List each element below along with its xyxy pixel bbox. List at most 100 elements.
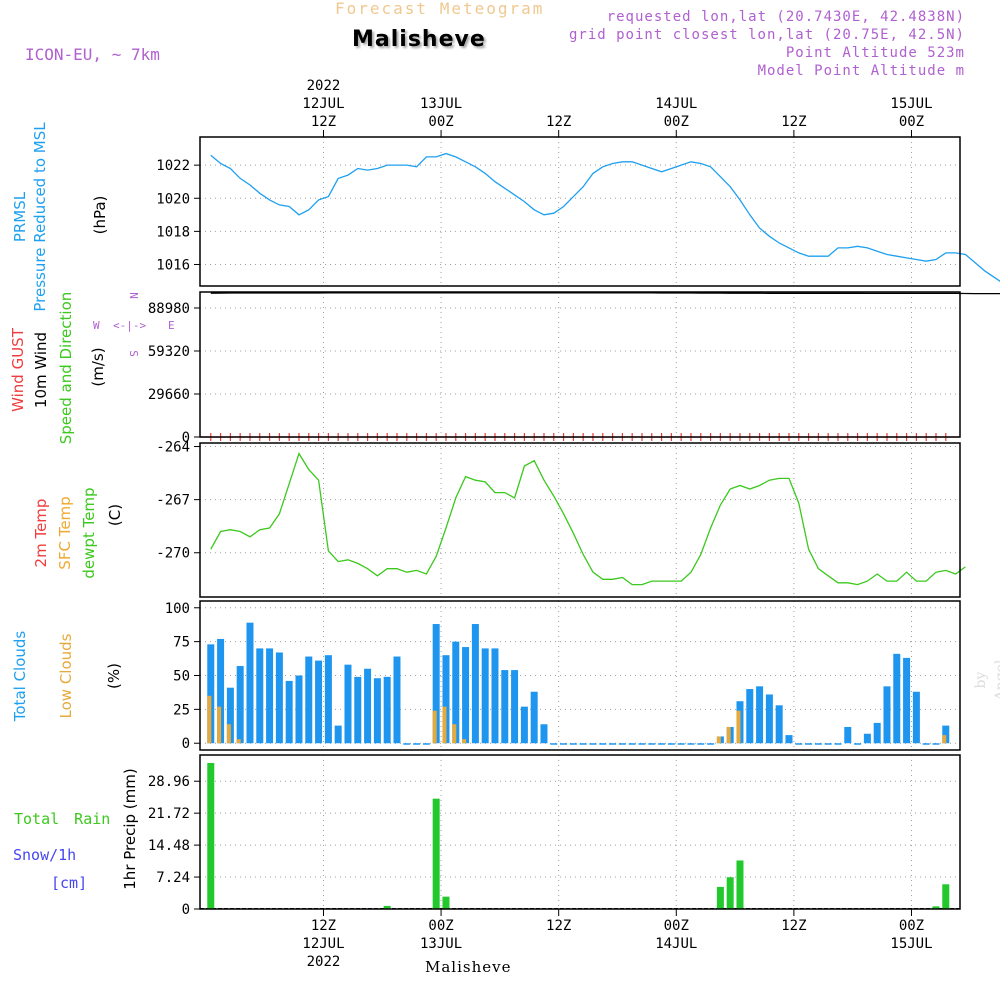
rain-bar	[726, 877, 734, 909]
snow-unit: [cm]	[51, 874, 88, 892]
total-cloud-bar	[873, 722, 881, 744]
total-cloud-bar	[569, 743, 577, 745]
y-tick-label: 0	[182, 902, 190, 918]
rain-bar	[207, 762, 215, 909]
total-cloud-bar	[491, 648, 499, 744]
compass-west: W	[93, 319, 100, 332]
y-tick-label: 75	[173, 635, 190, 651]
y-tick-label: -270	[156, 546, 190, 562]
total-cloud-bar	[648, 743, 656, 745]
time-label: 00Z	[899, 114, 924, 130]
temperature-panel: -270 -267 -264	[156, 440, 966, 598]
y-tick-label: 25	[173, 702, 190, 718]
requested-coords: requested lon,lat (20.7430E, 42.4838N)	[606, 9, 965, 25]
time-label: 12Z	[781, 114, 806, 130]
total-cloud-bar	[707, 743, 715, 745]
total-cloud-bar	[824, 743, 832, 745]
total-cloud-bar	[883, 686, 891, 744]
total-cloud-bar	[756, 686, 764, 744]
bottom-location: Malisheve	[425, 958, 512, 976]
low-cloud-bar	[442, 706, 447, 744]
total-cloud-bar	[324, 655, 332, 744]
total-cloud-bar	[383, 676, 391, 744]
total-cloud-bar	[785, 735, 793, 744]
total-cloud-bar	[315, 660, 323, 744]
clouds-panel: 0 25 50 75 100	[165, 600, 961, 752]
y-tick-label: 29660	[148, 387, 190, 403]
low-cloud-bar	[226, 724, 231, 744]
total-cloud-bar	[599, 743, 607, 745]
series-line-10m-wind	[210, 292, 1000, 295]
low-cloud-bar	[432, 710, 437, 744]
grid-point-coords: grid point closest lon,lat (20.75E, 42.5…	[568, 27, 965, 43]
total-cloud-bar	[667, 743, 675, 745]
y-tick-label: 7.24	[156, 870, 190, 886]
panel-frame	[199, 291, 961, 438]
rain-bar	[432, 798, 440, 909]
total-cloud-bar	[765, 694, 773, 744]
time-label: 14JUL	[655, 96, 697, 112]
y-tick-label: -264	[156, 440, 190, 456]
model-point-altitude: Model Point Altitude m	[757, 63, 965, 79]
y-tick-label: 0	[182, 736, 190, 752]
total-cloud-bar	[922, 743, 930, 745]
wind-panel: 0 29660 59320 88980	[148, 291, 1000, 446]
time-label: 00Z	[428, 114, 453, 130]
compass-east: E	[168, 319, 175, 332]
time-label: 00Z	[899, 918, 924, 934]
total-cloud-bar	[550, 743, 558, 745]
time-label: 12JUL	[302, 96, 344, 112]
total-cloud-bar	[403, 743, 411, 745]
total-cloud-bar	[805, 743, 813, 745]
low-cloud-bar	[207, 695, 212, 744]
total-cloud-bar	[540, 724, 548, 744]
rain-bar	[383, 905, 391, 909]
time-label: 00Z	[428, 918, 453, 934]
total-cloud-bar	[903, 657, 911, 744]
total-cloud-bar	[589, 743, 597, 745]
low-cloud-bar	[942, 735, 947, 744]
time-axis-top: 2022 12JUL 12Z 13JUL 00Z 12Z 14JUL 00Z 12Z 15JUL 0…	[302, 78, 933, 137]
total-cloud-bar	[452, 641, 460, 744]
low-cloud-bar	[462, 739, 467, 744]
series-line-prmsl	[210, 152, 1000, 282]
y-tick-label: 1016	[156, 257, 190, 273]
total-cloud-bar	[501, 670, 509, 744]
panel-frame	[199, 136, 961, 287]
total-cloud-bar	[677, 743, 685, 745]
total-cloud-bar	[481, 648, 489, 744]
y-tick-label: 100	[165, 601, 190, 617]
total-cloud-bar	[697, 743, 705, 745]
total-cloud-bar	[628, 743, 636, 745]
total-cloud-bar	[942, 725, 950, 744]
y-tick-label: 1018	[156, 224, 190, 240]
total-cloud-bar	[795, 743, 803, 745]
total-rain-legend: Total Rain	[14, 810, 111, 828]
low-cloud-bar	[726, 726, 731, 744]
total-cloud-bar	[217, 638, 225, 744]
total-cloud-bar	[609, 743, 617, 745]
y-tick-label: 1020	[156, 191, 190, 207]
compass-arrows: <-|->	[113, 319, 147, 332]
time-label: 12Z	[546, 114, 571, 130]
total-cloud-bar	[334, 725, 342, 744]
total-cloud-bar	[638, 743, 646, 745]
time-label: 2022	[307, 954, 341, 970]
location-title: Malisheve	[352, 27, 486, 52]
time-label: 00Z	[664, 918, 689, 934]
total-cloud-bar	[844, 726, 852, 744]
rain-bar	[932, 906, 940, 909]
y-tick-label: 1022	[156, 158, 190, 174]
panel-frame	[199, 754, 961, 910]
model-name: ICON-EU, ~ 7km	[25, 45, 160, 64]
time-label: 13JUL	[420, 96, 462, 112]
total-cloud-bar	[912, 691, 920, 744]
total-cloud-bar	[834, 743, 842, 745]
total-cloud-bar	[295, 675, 303, 744]
time-label: 00Z	[664, 114, 689, 130]
total-cloud-bar	[364, 668, 372, 744]
time-label: 12JUL	[302, 936, 344, 952]
precipitation-panel: 0 7.24 14.48 21.72 28.96	[148, 754, 961, 918]
snow-legend: Snow/1h	[13, 846, 77, 864]
time-label: 15JUL	[890, 936, 932, 952]
